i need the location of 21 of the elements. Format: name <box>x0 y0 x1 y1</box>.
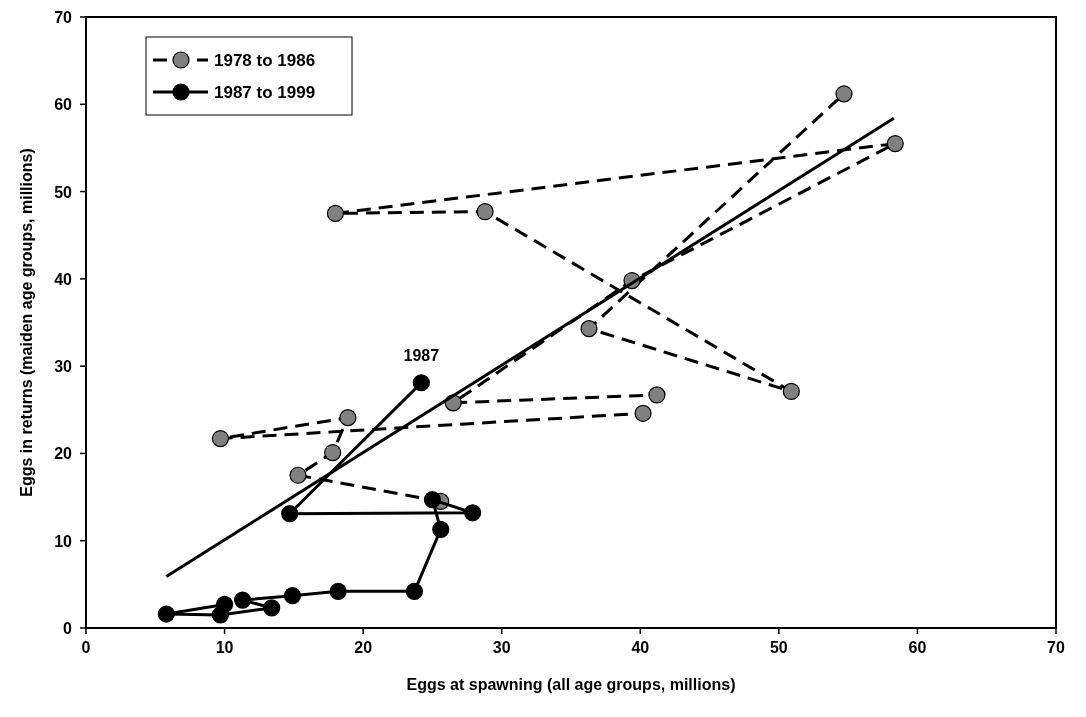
y-tick-label: 70 <box>54 9 73 26</box>
y-tick-label: 60 <box>54 96 73 114</box>
x-tick-label: 20 <box>354 639 373 656</box>
x-tick-label: 0 <box>81 639 91 656</box>
y-tick-label: 20 <box>54 445 73 463</box>
annotation: 1987 <box>403 346 440 364</box>
y-tick-label: 50 <box>54 183 73 201</box>
x-tick-label: 40 <box>631 639 650 656</box>
y-tick-label: 40 <box>54 270 73 288</box>
x-axis-title: Eggs at spawning (all age groups, millions) <box>406 676 736 693</box>
legend-label: 1987 to 1999 <box>214 83 316 102</box>
y-tick-label: 30 <box>54 358 73 376</box>
x-tick-label: 10 <box>215 639 234 656</box>
x-tick-label: 60 <box>908 639 927 656</box>
x-tick-label: 30 <box>492 639 511 656</box>
y-axis-title: Eggs in returns (maiden age groups, millions) <box>18 148 35 497</box>
y-tick-label: 10 <box>54 532 73 550</box>
x-tick-label: 50 <box>769 639 788 656</box>
x-tick-label: 70 <box>1047 639 1065 656</box>
legend-label: 1978 to 1986 <box>214 51 316 70</box>
y-tick-label: 0 <box>63 620 73 637</box>
